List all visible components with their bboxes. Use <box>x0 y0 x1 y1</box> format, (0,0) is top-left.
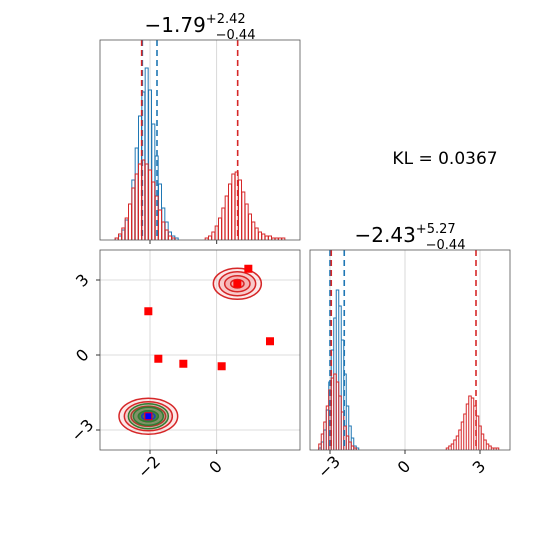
hist-series-bottom-right <box>318 289 500 450</box>
x-tick-label-bottom-right-0: −3 <box>314 452 344 482</box>
title-top-left-plus: +2.42 <box>206 12 246 27</box>
title-bottom-right-plus: +5.27 <box>416 222 456 237</box>
frame-bottom-right <box>309 249 511 451</box>
title-bottom-right-value: −2.43 <box>355 223 416 247</box>
marker-2 <box>179 359 188 368</box>
hist-series-0 <box>114 67 179 240</box>
y-tick-label-bottom-left-0: −3 <box>67 415 97 445</box>
panel-top-left: −1.79+2.42 −0.44 <box>99 12 301 244</box>
ticks-bottom-right: −3 0 3 <box>314 450 489 482</box>
marker-blue <box>145 413 152 420</box>
title-bottom-right-minus: −0.44 <box>426 238 466 253</box>
contours-bottom-left <box>118 267 263 435</box>
x-tick-label-bottom-left-1: 0 <box>205 457 226 478</box>
marker-4 <box>244 264 253 273</box>
marker-5 <box>266 337 274 346</box>
marker-6 <box>233 279 242 288</box>
title-top-left-value: −1.79 <box>145 13 206 37</box>
title-bottom-right: −2.43+5.27 −0.44 <box>355 222 466 253</box>
quantile-lines-bottom-right <box>329 250 477 450</box>
frame-top-left <box>99 39 301 241</box>
x-tick-label-bottom-right-1: 0 <box>394 457 415 478</box>
grid-top-left <box>149 40 218 244</box>
y-tick-label-bottom-left-1: 0 <box>72 345 93 366</box>
frame-bottom-left <box>99 249 301 451</box>
marker-0 <box>144 307 153 316</box>
grid-bottom-left <box>100 250 300 450</box>
hist-series-1 <box>114 159 286 240</box>
kl-annotation: KL = 0.0367 <box>392 149 497 169</box>
hist-series-top-left <box>114 67 286 240</box>
title-top-left: −1.79+2.42 −0.44 <box>145 12 256 43</box>
x-tick-label-bottom-left-0: −2 <box>134 452 164 482</box>
marker-3 <box>217 362 226 371</box>
panel-bottom-right: −3 0 3 −2.43+5.27 −0.44 <box>309 222 511 482</box>
y-tick-label-bottom-left-2: 3 <box>72 270 93 291</box>
title-top-left-minus: −0.44 <box>216 28 256 43</box>
x-tick-label-bottom-right-2: 3 <box>469 457 490 478</box>
grid-bottom-right <box>329 250 481 450</box>
quantile-lines-top-left <box>140 40 239 240</box>
markers-bottom-left <box>144 264 274 421</box>
marker-1 <box>154 354 163 363</box>
panel-bottom-left: −2 0 −3 0 3 <box>67 249 301 482</box>
